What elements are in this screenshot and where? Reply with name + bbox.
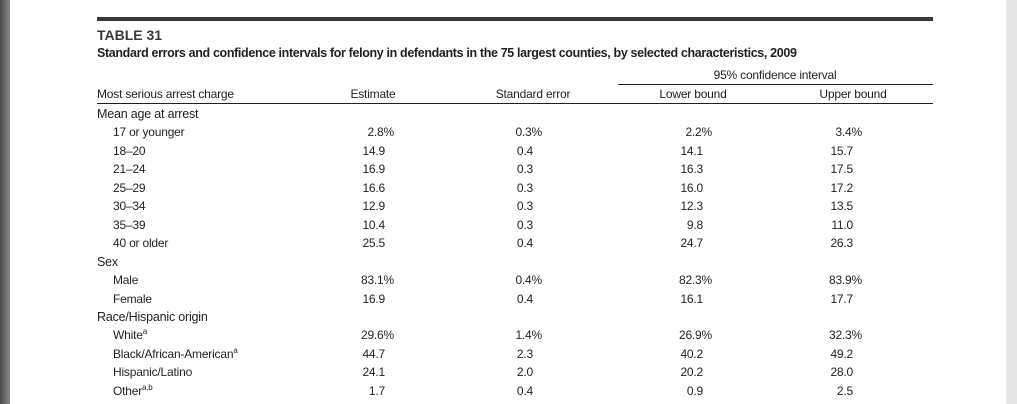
row-label: 40 or older bbox=[113, 235, 168, 251]
cell-value: 1.7 bbox=[368, 383, 385, 398]
cell-value: 0.3 bbox=[516, 180, 533, 195]
row-label: 30–34 bbox=[113, 198, 146, 214]
row-label-text: 35–39 bbox=[113, 217, 146, 232]
cell-value: 83.1% bbox=[360, 273, 394, 288]
cell-value: 17.5 bbox=[830, 162, 853, 177]
cell-value: 83.9% bbox=[828, 273, 862, 288]
row-label-text: 30–34 bbox=[113, 199, 146, 214]
header-rule bbox=[97, 103, 933, 104]
cell-value: 16.0 bbox=[680, 180, 703, 195]
cell-value: 0.3 bbox=[516, 162, 533, 177]
row-label: Black/African-Americana bbox=[113, 346, 238, 362]
row-label: 21–24 bbox=[113, 161, 146, 177]
cell-value: 11.0 bbox=[831, 217, 853, 232]
table-title: Standard errors and confidence intervals… bbox=[97, 46, 797, 60]
row-label-text: 40 or older bbox=[113, 236, 169, 251]
cell-value: 12.3 bbox=[680, 199, 703, 214]
footnote-marker: a bbox=[142, 327, 147, 337]
row-label: Female bbox=[113, 291, 152, 307]
cell-value: 20.2 bbox=[680, 365, 703, 380]
row-label-text: White bbox=[113, 328, 143, 343]
cell-value: 0.4 bbox=[516, 236, 533, 251]
row-label-text: Other bbox=[113, 383, 143, 398]
row-label-text: 25–29 bbox=[113, 180, 146, 195]
cell-value: 0.3 bbox=[516, 217, 533, 232]
cell-value: 28.0 bbox=[830, 365, 853, 380]
cell-value: 16.6 bbox=[362, 180, 385, 195]
cell-value: 40.2 bbox=[680, 346, 703, 361]
cell-value: 0.4 bbox=[516, 383, 533, 398]
row-label: Othera,b bbox=[113, 383, 153, 399]
cell-value: 0.3 bbox=[516, 199, 533, 214]
cell-value: 16.1 bbox=[680, 291, 703, 306]
group-rule bbox=[618, 84, 933, 85]
cell-value: 26.3 bbox=[830, 236, 853, 251]
cell-value: 10.4 bbox=[362, 217, 385, 232]
cell-value: 13.5 bbox=[830, 199, 853, 214]
row-label-text: Black/African-American bbox=[113, 346, 234, 361]
cell-value: 0.4 bbox=[516, 143, 533, 158]
row-label: 18–20 bbox=[113, 143, 146, 159]
cell-value: 2.0 bbox=[516, 365, 533, 380]
cell-value: 3.4% bbox=[835, 125, 862, 140]
cell-value: 14.1 bbox=[680, 143, 703, 158]
cell-value: 24.7 bbox=[680, 236, 703, 251]
row-label: Male bbox=[113, 272, 138, 288]
row-label: Whitea bbox=[113, 327, 147, 343]
column-header: Lower bound bbox=[659, 87, 727, 101]
right-edge bbox=[1006, 0, 1017, 404]
cell-value: 32.3% bbox=[828, 328, 862, 343]
cell-value: 25.5 bbox=[362, 236, 385, 251]
cell-value: 9.8 bbox=[686, 217, 703, 232]
section-title: Race/Hispanic origin bbox=[97, 309, 208, 324]
cell-value: 17.7 bbox=[830, 291, 853, 306]
cell-value: 24.1 bbox=[362, 365, 385, 380]
cell-value: 2.3 bbox=[516, 346, 533, 361]
row-label-text: 21–24 bbox=[113, 162, 146, 177]
row-label-text: 17 or younger bbox=[113, 125, 185, 140]
cell-value: 2.2% bbox=[685, 125, 712, 140]
cell-value: 26.9% bbox=[678, 328, 712, 343]
cell-value: 15.7 bbox=[830, 143, 853, 158]
group-header: 95% confidence interval bbox=[713, 68, 837, 82]
cell-value: 49.2 bbox=[830, 346, 853, 361]
left-edge bbox=[0, 0, 10, 404]
column-header: Standard error bbox=[495, 87, 571, 101]
row-label: Hispanic/Latino bbox=[113, 364, 192, 380]
cell-value: 44.7 bbox=[362, 346, 385, 361]
cell-value: 16.9 bbox=[362, 291, 385, 306]
row-label: 25–29 bbox=[113, 180, 146, 196]
cell-value: 12.9 bbox=[362, 199, 385, 214]
column-header: Most serious arrest charge bbox=[97, 87, 234, 101]
column-header: Upper bound bbox=[819, 87, 887, 101]
footnote-marker: a bbox=[233, 345, 238, 355]
row-label: 35–39 bbox=[113, 217, 146, 233]
cell-value: 14.9 bbox=[362, 143, 385, 158]
section-title: Sex bbox=[97, 254, 118, 269]
cell-value: 0.3% bbox=[515, 125, 542, 140]
cell-value: 0.4 bbox=[516, 291, 533, 306]
row-label-text: Female bbox=[113, 291, 152, 306]
cell-value: 16.9 bbox=[362, 162, 385, 177]
table-number: TABLE 31 bbox=[97, 27, 163, 43]
cell-value: 29.6% bbox=[360, 328, 394, 343]
row-label-text: Male bbox=[113, 273, 139, 288]
column-header: Estimate bbox=[350, 87, 396, 101]
cell-value: 2.8% bbox=[367, 125, 394, 140]
row-label-text: 18–20 bbox=[113, 143, 146, 158]
section-title: Mean age at arrest bbox=[97, 107, 199, 121]
row-label: 17 or younger bbox=[113, 124, 185, 140]
cell-value: 0.4% bbox=[515, 273, 542, 288]
cell-value: 16.3 bbox=[680, 162, 703, 177]
footnote-marker: a,b bbox=[142, 382, 153, 392]
top-bar bbox=[97, 17, 933, 21]
cell-value: 82.3% bbox=[678, 273, 712, 288]
cell-value: 2.5 bbox=[836, 383, 853, 398]
cell-value: 17.2 bbox=[830, 180, 853, 195]
row-label-text: Hispanic/Latino bbox=[113, 365, 193, 380]
cell-value: 0.9 bbox=[686, 383, 703, 398]
cell-value: 1.4% bbox=[515, 328, 542, 343]
